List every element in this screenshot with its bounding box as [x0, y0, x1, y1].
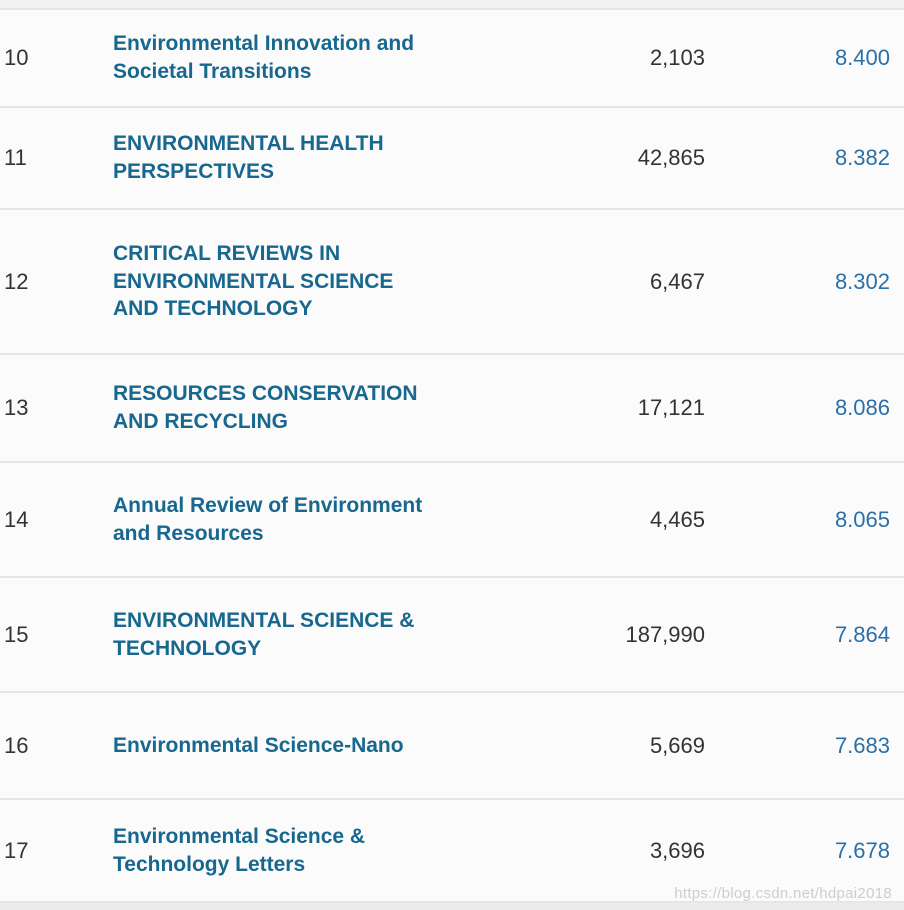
journal-link[interactable]: CRITICAL REVIEWS IN ENVIRONMENTAL SCIENC… — [113, 241, 394, 321]
table-row: 17 Environmental Science & Technology Le… — [0, 800, 904, 903]
bottom-strip — [0, 903, 904, 910]
table-row: 14 Annual Review of Environment and Reso… — [0, 463, 904, 578]
rank-cell: 11 — [4, 145, 27, 170]
impact-factor-cell: 8.302 — [834, 268, 890, 294]
table-row: 16 Environmental Science-Nano 5,669 7.68… — [0, 693, 904, 800]
citations-cell: 2,103 — [649, 45, 705, 70]
journal-link[interactable]: Environmental Science-Nano — [113, 733, 404, 757]
impact-factor-cell: 7.864 — [834, 621, 890, 647]
rank-cell: 17 — [4, 837, 29, 863]
top-divider — [0, 0, 904, 10]
citations-cell: 17,121 — [637, 395, 705, 420]
journal-link[interactable]: Environmental Innovation and Societal Tr… — [113, 32, 415, 83]
table-row: 10 Environmental Innovation and Societal… — [0, 10, 904, 108]
table-row: 11 ENVIRONMENTAL HEALTH PERSPECTIVES 42,… — [0, 108, 904, 210]
rank-cell: 14 — [4, 506, 29, 532]
journal-link[interactable]: ENVIRONMENTAL HEALTH PERSPECTIVES — [113, 132, 384, 183]
impact-factor-cell: 8.065 — [834, 506, 890, 532]
table-row: 13 RESOURCES CONSERVATION AND RECYCLING … — [0, 355, 904, 463]
citations-cell: 4,465 — [649, 506, 705, 532]
journal-ranking-table: 10 Environmental Innovation and Societal… — [0, 10, 904, 903]
table-row: 15 ENVIRONMENTAL SCIENCE & TECHNOLOGY 18… — [0, 578, 904, 693]
citations-cell: 42,865 — [637, 145, 705, 170]
journal-link[interactable]: Annual Review of Environment and Resourc… — [113, 493, 423, 545]
journal-link[interactable]: ENVIRONMENTAL SCIENCE & TECHNOLOGY — [113, 608, 415, 660]
citations-cell: 6,467 — [649, 268, 705, 294]
journal-link[interactable]: Environmental Science & Technology Lette… — [113, 824, 366, 876]
impact-factor-cell: 8.086 — [834, 395, 890, 420]
impact-factor-cell: 8.382 — [834, 145, 890, 170]
impact-factor-cell: 8.400 — [834, 45, 890, 70]
impact-factor-cell: 7.683 — [834, 732, 890, 758]
impact-factor-cell: 7.678 — [834, 837, 890, 863]
rank-cell: 13 — [4, 395, 29, 420]
rank-cell: 16 — [4, 732, 29, 758]
journal-link[interactable]: RESOURCES CONSERVATION AND RECYCLING — [113, 382, 418, 433]
rank-cell: 15 — [4, 621, 29, 647]
rank-cell: 10 — [4, 45, 29, 70]
citations-cell: 3,696 — [649, 837, 705, 863]
citations-cell: 5,669 — [649, 732, 705, 758]
rank-cell: 12 — [4, 268, 29, 294]
citations-cell: 187,990 — [625, 621, 705, 647]
table-row: 12 CRITICAL REVIEWS IN ENVIRONMENTAL SCI… — [0, 210, 904, 355]
